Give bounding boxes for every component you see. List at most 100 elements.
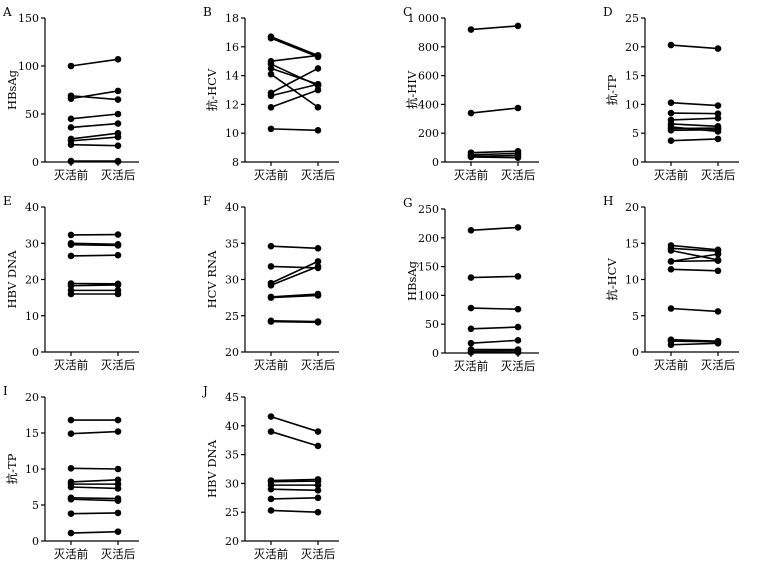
data-point-f — [267, 294, 275, 301]
y-tick-label-f: 30 — [225, 274, 239, 287]
data-point-h — [667, 247, 675, 254]
y-tick-label-b: 18 — [225, 12, 239, 25]
series-line-d — [670, 112, 719, 115]
data-point-d — [714, 45, 722, 52]
data-point-b — [267, 92, 275, 100]
data-point-i — [67, 430, 75, 438]
panel-g: G HBsAg 0 50 100 150 200 250 灭活前 灭活后 — [403, 196, 539, 373]
data-point-g — [467, 274, 475, 281]
data-point-h — [667, 305, 675, 312]
data-point-h — [714, 340, 722, 347]
series-line-f — [270, 245, 319, 250]
data-point-i — [114, 497, 122, 504]
y-tick-label-c: 400 — [418, 98, 439, 111]
y-tick-label-i: 5 — [32, 499, 39, 512]
series-line-d — [670, 127, 719, 130]
series-line-h — [670, 268, 719, 272]
series-line-j — [270, 415, 319, 433]
series-line-e — [70, 254, 119, 257]
y-tick-label-h: 10 — [625, 274, 639, 287]
y-axis-label-g: HBsAg — [405, 260, 419, 301]
y-tick-label-a: 150 — [18, 12, 39, 25]
x-tick-label-i: 灭活前 — [54, 547, 89, 561]
series-line-d — [670, 128, 719, 132]
panel-letter-j: J — [201, 384, 208, 398]
data-point-b — [267, 34, 275, 42]
x-tick-label-j: 灭活前 — [254, 547, 289, 561]
y-tick-label-i: 15 — [25, 427, 39, 440]
panel-letter-b: B — [203, 5, 212, 19]
series-line-b — [270, 67, 319, 94]
series-line-h — [670, 259, 719, 263]
series-line-h — [670, 340, 719, 343]
panel-letter-g: G — [403, 196, 413, 210]
data-point-a — [114, 142, 122, 149]
data-point-h — [667, 266, 675, 273]
series-line-a — [70, 58, 119, 67]
data-point-i — [67, 495, 75, 503]
series-line-j — [270, 478, 319, 482]
data-point-i — [67, 464, 75, 472]
series-line-d — [670, 44, 719, 50]
y-tick-label-c: 800 — [418, 41, 439, 54]
x-tick-label-f: 灭活后 — [301, 358, 336, 372]
y-tick-label-g: 150 — [418, 261, 439, 274]
y-axis-label-f: HCV RNA — [205, 250, 219, 309]
series-line-j — [270, 509, 319, 513]
data-point-j — [314, 494, 322, 502]
x-tick-label-h: 灭活前 — [654, 358, 689, 372]
x-tick-label-c: 灭活前 — [454, 168, 489, 182]
data-point-d — [667, 99, 675, 106]
x-tick-label-e: 灭活后 — [101, 358, 136, 372]
y-tick-label-b: 14 — [225, 70, 239, 83]
y-tick-label-g: 200 — [418, 232, 439, 245]
data-point-d — [714, 110, 722, 117]
series-line-g — [470, 226, 519, 232]
series-line-c — [470, 150, 519, 154]
panel-d: D 抗-TP 0 5 10 15 20 25 灭活前 灭活后 — [603, 5, 739, 182]
series-line-g — [470, 275, 519, 279]
series-line-j — [270, 480, 319, 483]
x-tick-label-a: 灭活前 — [54, 168, 89, 182]
series-line-d — [670, 138, 719, 142]
data-point-e — [67, 290, 75, 298]
y-tick-label-b: 8 — [232, 156, 239, 169]
panel-letter-e: E — [3, 194, 12, 208]
series-line-i — [70, 430, 119, 435]
y-tick-label-a: 0 — [32, 156, 39, 169]
data-point-a — [114, 110, 122, 118]
series-line-b — [270, 54, 319, 62]
x-tick-label-f: 灭活前 — [254, 358, 289, 372]
series-line-j — [270, 430, 319, 447]
y-tick-label-j: 20 — [225, 535, 239, 548]
y-tick-label-e: 10 — [25, 310, 39, 323]
series-line-g — [470, 339, 519, 345]
series-line-c — [470, 154, 519, 158]
y-tick-label-g: 50 — [425, 318, 439, 331]
data-point-h — [714, 250, 722, 258]
data-point-a — [67, 95, 75, 102]
y-tick-label-j: 40 — [225, 420, 239, 433]
data-point-h — [714, 308, 722, 315]
data-point-d — [667, 41, 675, 49]
data-point-b — [314, 80, 322, 88]
data-point-g — [467, 227, 475, 234]
data-point-c — [467, 109, 475, 117]
data-point-g — [467, 349, 475, 356]
y-tick-label-d: 5 — [632, 127, 639, 140]
y-axis-label-h: 抗-HCV — [605, 258, 619, 301]
series-line-a — [70, 90, 119, 100]
y-tick-label-h: 20 — [625, 201, 639, 214]
data-point-a — [67, 141, 75, 149]
y-tick-label-d: 15 — [625, 70, 639, 83]
data-point-j — [314, 487, 322, 494]
data-point-d — [714, 135, 722, 143]
data-point-j — [267, 428, 275, 435]
series-line-a — [70, 143, 119, 147]
series-line-d — [670, 117, 719, 121]
data-point-a — [114, 120, 122, 127]
data-point-h — [714, 267, 722, 275]
y-tick-label-a: 100 — [18, 60, 39, 73]
series-line-b — [270, 128, 319, 132]
y-tick-label-e: 40 — [25, 201, 39, 214]
